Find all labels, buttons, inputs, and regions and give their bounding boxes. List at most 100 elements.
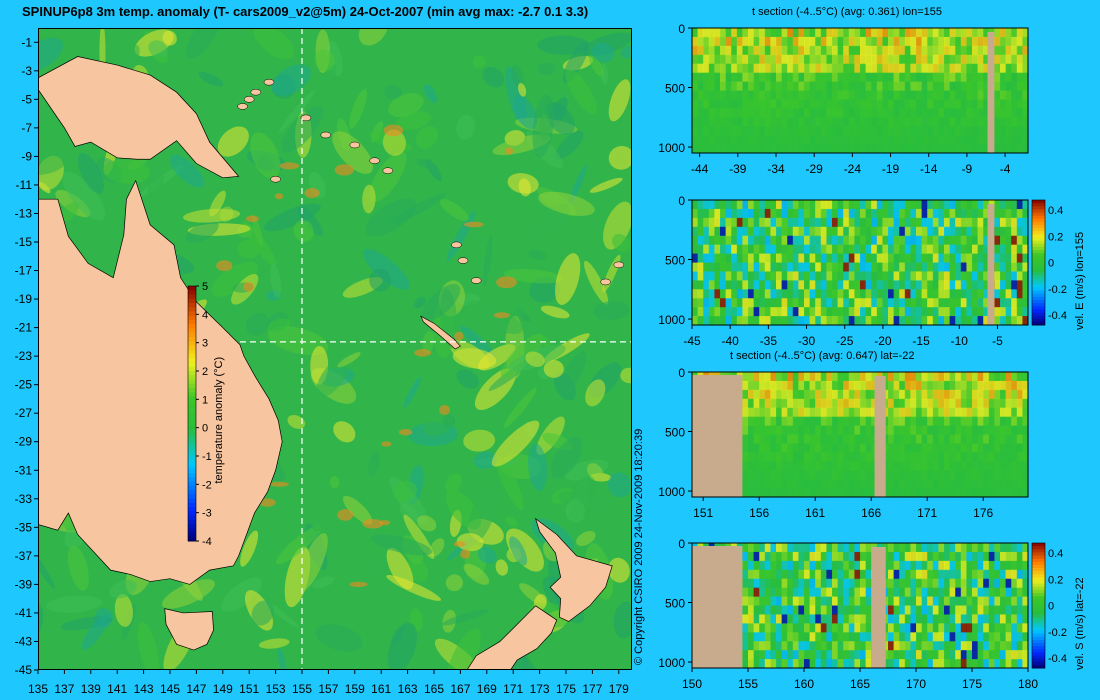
panel2-cell (910, 271, 917, 281)
panel2-cell (815, 262, 822, 272)
panel4-cell (1000, 578, 1007, 589)
panel1-cell (938, 72, 945, 83)
panel4-cell (1022, 632, 1029, 642)
panel2-cell (843, 235, 850, 246)
panel2-cell (720, 280, 727, 290)
panel2-cell (921, 316, 928, 326)
panel4-cell (916, 650, 923, 660)
panel3-cell (916, 461, 923, 471)
map-colorbar-tick-label: -1 (202, 451, 212, 463)
panel2-cell (692, 289, 699, 299)
panel1-cell (708, 144, 715, 154)
panel1-cell (977, 126, 984, 136)
panel3-cell (921, 407, 928, 418)
panel2-cell (748, 208, 755, 219)
panel2-cell (888, 253, 895, 263)
panel4-cell (893, 659, 900, 669)
panel1-cell (983, 144, 990, 154)
panel2-cell (703, 262, 710, 272)
panel1-cell (899, 54, 906, 65)
panel2-cell (815, 208, 822, 219)
panel4-cell (1011, 605, 1018, 615)
panel3-cell (770, 389, 777, 400)
panel3-cell (893, 425, 900, 435)
panel3-cell (994, 407, 1001, 418)
panel1-cell (815, 117, 822, 127)
panel4-cell (1016, 551, 1023, 562)
panel3-cell (1016, 479, 1023, 489)
panel4-cell (809, 659, 816, 669)
panel3-cell (944, 389, 951, 400)
panel2-cell (938, 298, 945, 308)
map-anomaly-eddy (365, 198, 417, 237)
panel3-cell (1005, 407, 1012, 418)
panel4-cell (1011, 569, 1018, 580)
panel3-cell (927, 443, 934, 453)
panel2-cell (837, 280, 844, 290)
panel4-cell (848, 560, 855, 571)
panel4-cell (888, 641, 895, 651)
panel4-cell (804, 596, 811, 606)
panel3-cell (753, 398, 760, 409)
panel4-cell (910, 641, 917, 651)
panel1-cell (776, 90, 783, 100)
panel3-cell (921, 434, 928, 444)
panel4-cell (949, 659, 956, 669)
panel1-cell (714, 81, 721, 91)
panel1-cell (703, 63, 710, 74)
panel3-cell (1016, 452, 1023, 462)
map-anomaly-eddy (400, 503, 418, 523)
map-colorbar-swatch (188, 358, 196, 363)
panel1-cell (826, 117, 833, 127)
panel2-cell (860, 217, 867, 228)
panel3-cell (938, 389, 945, 400)
panel3-cell (809, 372, 816, 382)
panel1-cell (1000, 135, 1007, 145)
panel1-cell (916, 117, 923, 127)
panel2-cell (977, 289, 984, 299)
panel2-cell (860, 307, 867, 317)
panel1-cell (742, 108, 749, 118)
panel2-cell (949, 271, 956, 281)
panel1-cell (742, 36, 749, 47)
panel3-cell (843, 407, 850, 418)
panel1-cell (770, 144, 777, 154)
panel2-cell (809, 262, 816, 272)
panel3-cell (927, 416, 934, 427)
panel2-cell (764, 235, 771, 246)
panel3-cell (994, 488, 1001, 498)
panel1-cell (759, 99, 766, 109)
panel1-cell (714, 54, 721, 65)
panel2-cell (748, 253, 755, 263)
panel3-cell (860, 398, 867, 409)
panel3-cell (781, 479, 788, 489)
panel1-cell (921, 63, 928, 74)
panel4-cell (899, 623, 906, 633)
panel4-cell (832, 605, 839, 615)
panel4-cell (949, 650, 956, 660)
panel1-cell (904, 144, 911, 154)
panel1-cell (977, 99, 984, 109)
panel2-cell (944, 316, 951, 326)
panel2-colorbar-tick-label: 0.2 (1048, 231, 1063, 243)
panel4-cell (949, 569, 956, 580)
panel1-cell (815, 81, 822, 91)
panel2-colorbar-swatch (1032, 262, 1045, 267)
map-anomaly-eddy (591, 42, 615, 63)
panel3-cell (944, 372, 951, 382)
panel1-cell (748, 63, 755, 74)
panel2-cell (1016, 289, 1023, 299)
panel2-cell (916, 307, 923, 317)
panel3-cell (787, 470, 794, 480)
panel1-cell (899, 45, 906, 56)
panel1-cell (809, 99, 816, 109)
panel1-cell (781, 81, 788, 91)
panel2-cell (977, 280, 984, 290)
panel2-cell (714, 208, 721, 219)
panel3-cell (893, 443, 900, 453)
panel2-cell (731, 200, 738, 210)
panel4-cell (955, 605, 962, 615)
panel1-cell (949, 63, 956, 74)
panel2-cell (815, 235, 822, 246)
